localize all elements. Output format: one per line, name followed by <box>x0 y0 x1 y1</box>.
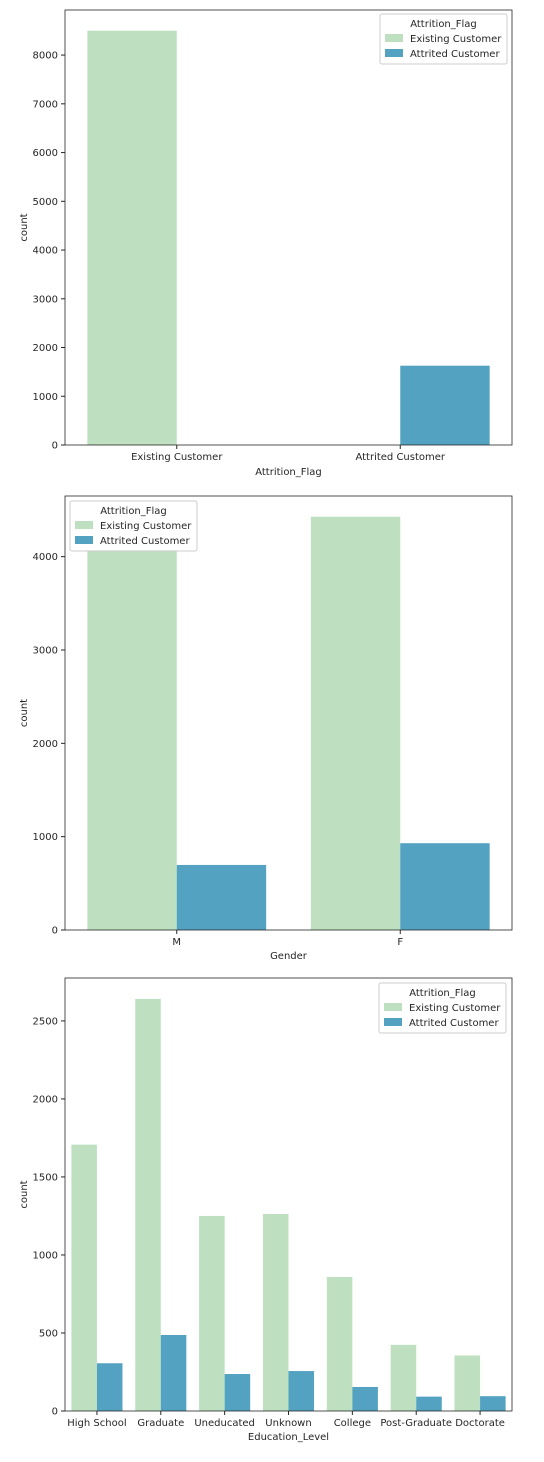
y-tick-label: 1000 <box>33 392 58 403</box>
x-axis-label: Attrition_Flag <box>255 467 322 478</box>
y-tick-label: 3000 <box>33 646 58 657</box>
y-tick-label: 2000 <box>33 739 58 750</box>
legend-title: Attrition_Flag <box>100 506 167 517</box>
bar-attrited-customer-attrited-customer <box>400 365 490 445</box>
x-tick-label: Unknown <box>265 1418 311 1429</box>
legend-swatch <box>384 1003 402 1011</box>
legend-entry: Existing Customer <box>409 1003 501 1014</box>
y-tick-label: 3000 <box>33 294 58 305</box>
x-tick-label: High School <box>67 1418 126 1429</box>
legend-box <box>69 500 198 552</box>
y-tick-label: 2000 <box>33 343 58 354</box>
legend-swatch <box>385 34 403 42</box>
bar-college-existing-customer <box>326 1276 353 1411</box>
legend-swatch <box>384 1018 402 1026</box>
x-tick-label: College <box>334 1418 371 1429</box>
y-tick-label: 8000 <box>33 51 58 62</box>
x-tick-label: Graduate <box>137 1418 184 1429</box>
x-axis-label: Gender <box>270 951 308 962</box>
y-tick-label: 5000 <box>33 197 58 208</box>
y-tick-label: 1000 <box>33 1250 58 1261</box>
bar-unknown-attrited-customer <box>288 1371 315 1411</box>
bar-uneducated-existing-customer <box>199 1215 225 1411</box>
legend-box <box>379 13 508 65</box>
x-tick-label: Post-Graduate <box>380 1418 452 1429</box>
y-tick-label: 1000 <box>33 832 58 843</box>
y-tick-label: 6000 <box>33 148 58 159</box>
bar-graduate-attrited-customer <box>160 1335 187 1411</box>
x-axis-label: Education_Level <box>248 1432 329 1443</box>
legend-box <box>378 982 507 1034</box>
y-axis-label: count <box>19 699 30 727</box>
legend-swatch <box>385 49 403 57</box>
attrition-flag-count-chart: Existing Customer Attrited Customer 0 1000 2… <box>19 9 513 478</box>
bar-doctorate-attrited-customer <box>480 1396 506 1411</box>
bar-f-existing-customer <box>310 516 401 930</box>
legend-swatch <box>75 536 93 544</box>
bar-post-graduate-attrited-customer <box>416 1396 442 1411</box>
y-tick-label: 4000 <box>33 552 58 563</box>
bar-high-school-attrited-customer <box>96 1363 123 1411</box>
x-tick-label: Uneducated <box>194 1418 255 1429</box>
bar-high-school-existing-customer <box>71 1144 97 1411</box>
legend-entry: Existing Customer <box>100 521 192 532</box>
legend-entry: Attrited Customer <box>100 536 190 547</box>
bar-doctorate-existing-customer <box>454 1355 481 1411</box>
y-tick-label: 0 <box>52 441 58 452</box>
bar-existing-customer-existing-customer <box>87 30 177 446</box>
x-tick-label: Attrited Customer <box>355 452 445 463</box>
y-tick-label: 2500 <box>33 1016 58 1027</box>
y-tick-label: 0 <box>52 1407 58 1418</box>
x-tick-label: M <box>172 937 181 948</box>
y-tick-label: 0 <box>52 926 58 937</box>
bar-college-attrited-customer <box>352 1386 378 1411</box>
axes-frame <box>64 495 513 931</box>
bar-graduate-existing-customer <box>135 998 161 1411</box>
education-level-count-chart: High School Graduate Uneducated Unknown Coll… <box>19 977 513 1443</box>
legend-title: Attrition_Flag <box>409 988 476 999</box>
y-tick-label: 2000 <box>33 1094 58 1105</box>
y-axis-label: count <box>19 213 30 241</box>
x-tick-label: Doctorate <box>455 1418 505 1429</box>
bar-f-attrited-customer <box>400 843 490 930</box>
axes-frame <box>64 977 513 1412</box>
legend-entry: Existing Customer <box>410 34 502 45</box>
legend-entry: Attrited Customer <box>410 49 500 60</box>
y-tick-label: 1500 <box>33 1172 58 1183</box>
x-tick-label: Existing Customer <box>131 452 223 463</box>
bar-m-attrited-customer <box>176 864 267 930</box>
y-tick-label: 500 <box>39 1328 58 1339</box>
y-tick-label: 4000 <box>33 246 58 257</box>
bar-uneducated-attrited-customer <box>224 1374 251 1411</box>
axes-frame <box>64 9 513 446</box>
legend-entry: Attrited Customer <box>409 1018 499 1029</box>
gender-count-chart: M F 0 1000 2000 3000 4000 Gender count Attrition_… <box>19 495 513 962</box>
y-tick-label: 7000 <box>33 99 58 110</box>
bar-unknown-existing-customer <box>262 1213 289 1411</box>
legend-title: Attrition_Flag <box>410 19 477 30</box>
x-tick-label: F <box>397 937 403 948</box>
y-axis-label: count <box>19 1180 30 1208</box>
bar-post-graduate-existing-customer <box>390 1344 417 1411</box>
bar-m-existing-customer <box>87 549 177 930</box>
legend-swatch <box>75 521 93 529</box>
